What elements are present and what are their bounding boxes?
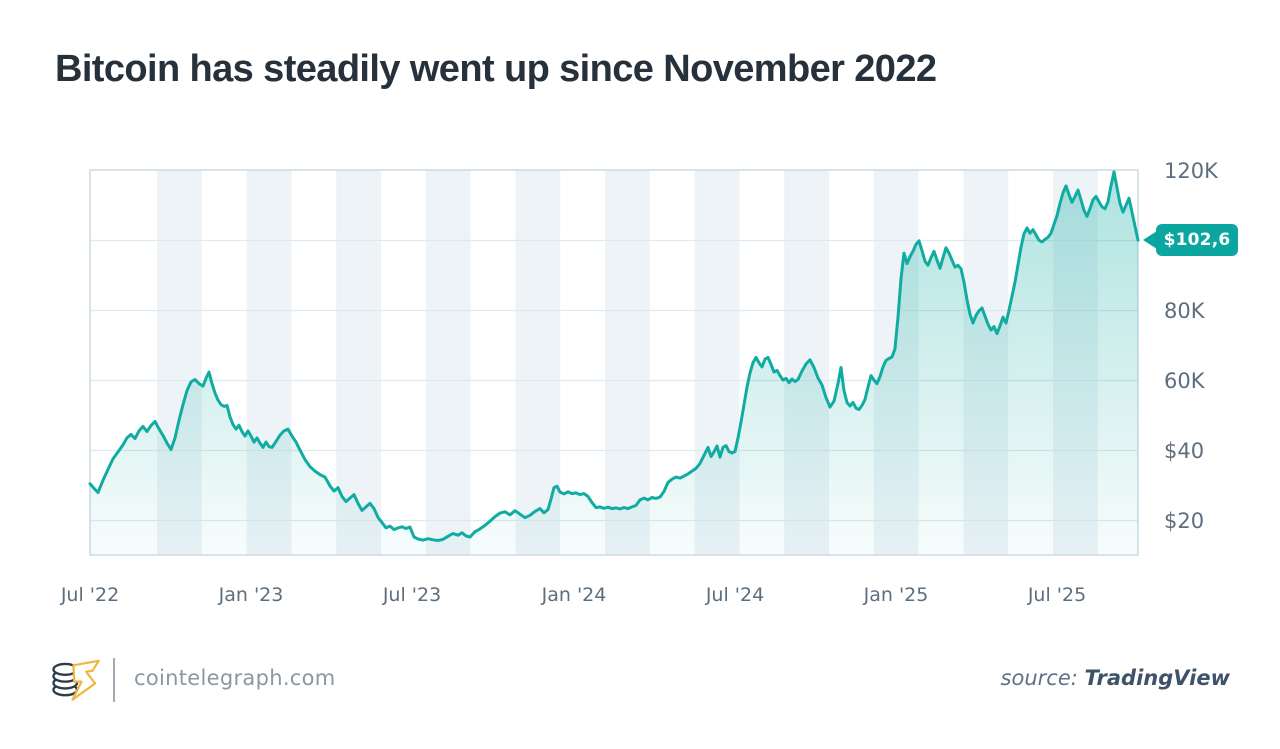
y-axis-label: $20	[1164, 508, 1205, 533]
x-axis-label: Jan '24	[541, 584, 607, 606]
x-axis-label: Jul '22	[60, 584, 120, 606]
x-axis-label: Jul '23	[382, 584, 442, 606]
page-title: Bitcoin has steadily went up since Novem…	[55, 48, 937, 90]
footer-divider	[113, 658, 115, 702]
x-axis-label: Jan '25	[863, 584, 929, 606]
site-name: cointelegraph.com	[134, 666, 336, 690]
cointelegraph-logo-icon	[52, 659, 100, 701]
x-axis-label: Jul '24	[705, 584, 765, 606]
source-credit: source: TradingView	[1001, 666, 1230, 690]
x-axis-label: Jul '25	[1027, 584, 1087, 606]
y-axis-label: 60K	[1164, 368, 1205, 393]
y-axis-label: 120K	[1164, 158, 1218, 183]
last-price-arrow-icon	[1143, 231, 1157, 250]
y-axis-label: $40	[1164, 438, 1205, 463]
source-value: TradingView	[1084, 666, 1230, 690]
footer: cointelegraph.com source: TradingView	[0, 648, 1280, 718]
x-axis-label: Jan '23	[218, 584, 284, 606]
price-line	[88, 170, 1140, 542]
last-price-badge: $102,6	[1156, 224, 1238, 257]
price-area	[90, 171, 1138, 554]
source-label: source:	[1000, 666, 1078, 690]
y-axis-label: 80K	[1164, 298, 1205, 323]
